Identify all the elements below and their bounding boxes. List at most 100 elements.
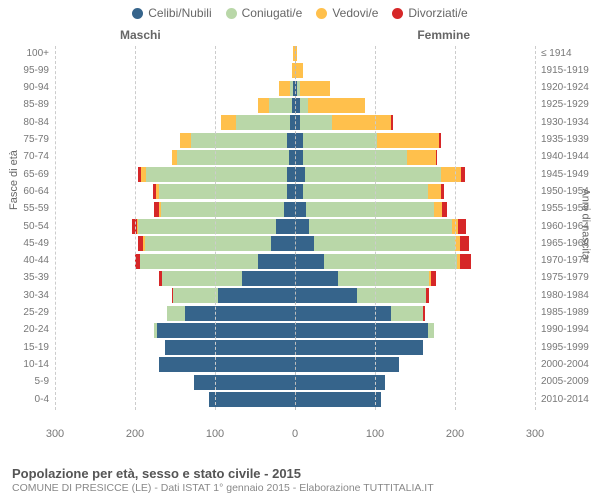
plot-area: 100+≤ 191495-991915-191990-941920-192485… <box>55 46 535 438</box>
bar-segment <box>165 340 295 355</box>
male-bar <box>154 202 295 217</box>
age-label: 10-14 <box>23 360 55 370</box>
male-bar <box>165 340 295 355</box>
female-bar <box>295 288 429 303</box>
bar-segment <box>295 150 303 165</box>
bar-segment <box>428 184 441 199</box>
birth-year-label: 1930-1934 <box>535 118 589 128</box>
bar-segment <box>441 167 462 182</box>
bar-segment <box>306 202 434 217</box>
bar-segment <box>332 115 391 130</box>
age-label: 70-74 <box>23 152 55 162</box>
x-tick: 200 <box>126 428 144 440</box>
male-bar <box>209 392 295 407</box>
grid-line <box>55 46 56 410</box>
bar-segment <box>338 271 429 286</box>
bar-segment <box>308 98 366 113</box>
bar-segment <box>161 202 284 217</box>
age-label: 55-59 <box>23 204 55 214</box>
bar-segment <box>194 375 295 390</box>
bar-segment <box>303 150 407 165</box>
bar-segment <box>431 271 436 286</box>
bar-segment <box>276 219 295 234</box>
birth-year-label: 1955-1959 <box>535 204 589 214</box>
grid-line <box>455 46 456 410</box>
bar-segment <box>441 184 444 199</box>
x-tick: 100 <box>366 428 384 440</box>
bar-segment <box>295 167 305 182</box>
footer-title: Popolazione per età, sesso e stato civil… <box>12 466 588 481</box>
male-bar <box>180 133 295 148</box>
bar-segment <box>295 288 357 303</box>
female-bar <box>295 306 425 321</box>
legend-label: Divorziati/e <box>408 6 467 20</box>
birth-year-label: 1940-1944 <box>535 152 589 162</box>
bar-segment <box>460 236 470 251</box>
legend-swatch <box>316 8 327 19</box>
bar-segment <box>145 236 271 251</box>
bar-segment <box>236 115 290 130</box>
female-bar <box>295 392 381 407</box>
male-bar <box>167 306 295 321</box>
age-label: 30-34 <box>23 291 55 301</box>
bar-segment <box>159 184 287 199</box>
bar-segment <box>303 133 377 148</box>
bar-segment <box>287 184 295 199</box>
legend-label: Coniugati/e <box>242 6 303 20</box>
female-bar <box>295 150 437 165</box>
x-tick: 200 <box>446 428 464 440</box>
male-bar <box>194 375 295 390</box>
bar-segment <box>284 202 295 217</box>
legend-item: Vedovi/e <box>316 6 378 20</box>
age-label: 95-99 <box>23 66 55 76</box>
birth-year-label: 1980-1984 <box>535 291 589 301</box>
x-tick: 300 <box>526 428 544 440</box>
legend-swatch <box>392 8 403 19</box>
bar-segment <box>314 236 455 251</box>
female-bar <box>295 81 330 96</box>
legend-item: Coniugati/e <box>226 6 303 20</box>
bar-segment <box>295 340 423 355</box>
female-bar <box>295 323 434 338</box>
bar-segment <box>295 63 303 78</box>
bar-segment <box>140 254 258 269</box>
bar-segment <box>295 236 314 251</box>
female-bar <box>295 98 365 113</box>
header-female: Femmine <box>417 28 470 42</box>
female-bar <box>295 219 466 234</box>
bar-segment <box>185 306 295 321</box>
bar-segment <box>157 323 295 338</box>
age-label: 35-39 <box>23 273 55 283</box>
bar-segment <box>436 150 438 165</box>
female-bar <box>295 271 436 286</box>
male-bar <box>153 184 295 199</box>
bar-segment <box>295 271 338 286</box>
birth-year-label: 1915-1919 <box>535 66 589 76</box>
bar-segment <box>407 150 436 165</box>
female-bar <box>295 184 444 199</box>
bar-segment <box>173 288 218 303</box>
male-bar <box>172 288 295 303</box>
bar-segment <box>303 184 428 199</box>
bar-segment <box>305 167 441 182</box>
legend-label: Celibi/Nubili <box>148 6 211 20</box>
center-line <box>295 46 296 410</box>
x-tick: 300 <box>46 428 64 440</box>
female-bar <box>295 63 303 78</box>
legend-item: Celibi/Nubili <box>132 6 211 20</box>
bar-segment <box>391 306 423 321</box>
birth-year-label: ≤ 1914 <box>535 49 572 59</box>
grid-line <box>375 46 376 410</box>
bar-segment <box>258 98 269 113</box>
bar-segment <box>295 184 303 199</box>
birth-year-label: 1925-1929 <box>535 100 589 110</box>
bar-segment <box>138 219 276 234</box>
footer-subtitle: COMUNE DI PRESICCE (LE) - Dati ISTAT 1° … <box>12 482 588 494</box>
birth-year-label: 1990-1994 <box>535 325 589 335</box>
bar-segment <box>295 392 381 407</box>
bar-segment <box>377 133 439 148</box>
bar-segment <box>180 133 191 148</box>
bar-segment <box>300 81 330 96</box>
legend-label: Vedovi/e <box>332 6 378 20</box>
grid-line <box>135 46 136 410</box>
